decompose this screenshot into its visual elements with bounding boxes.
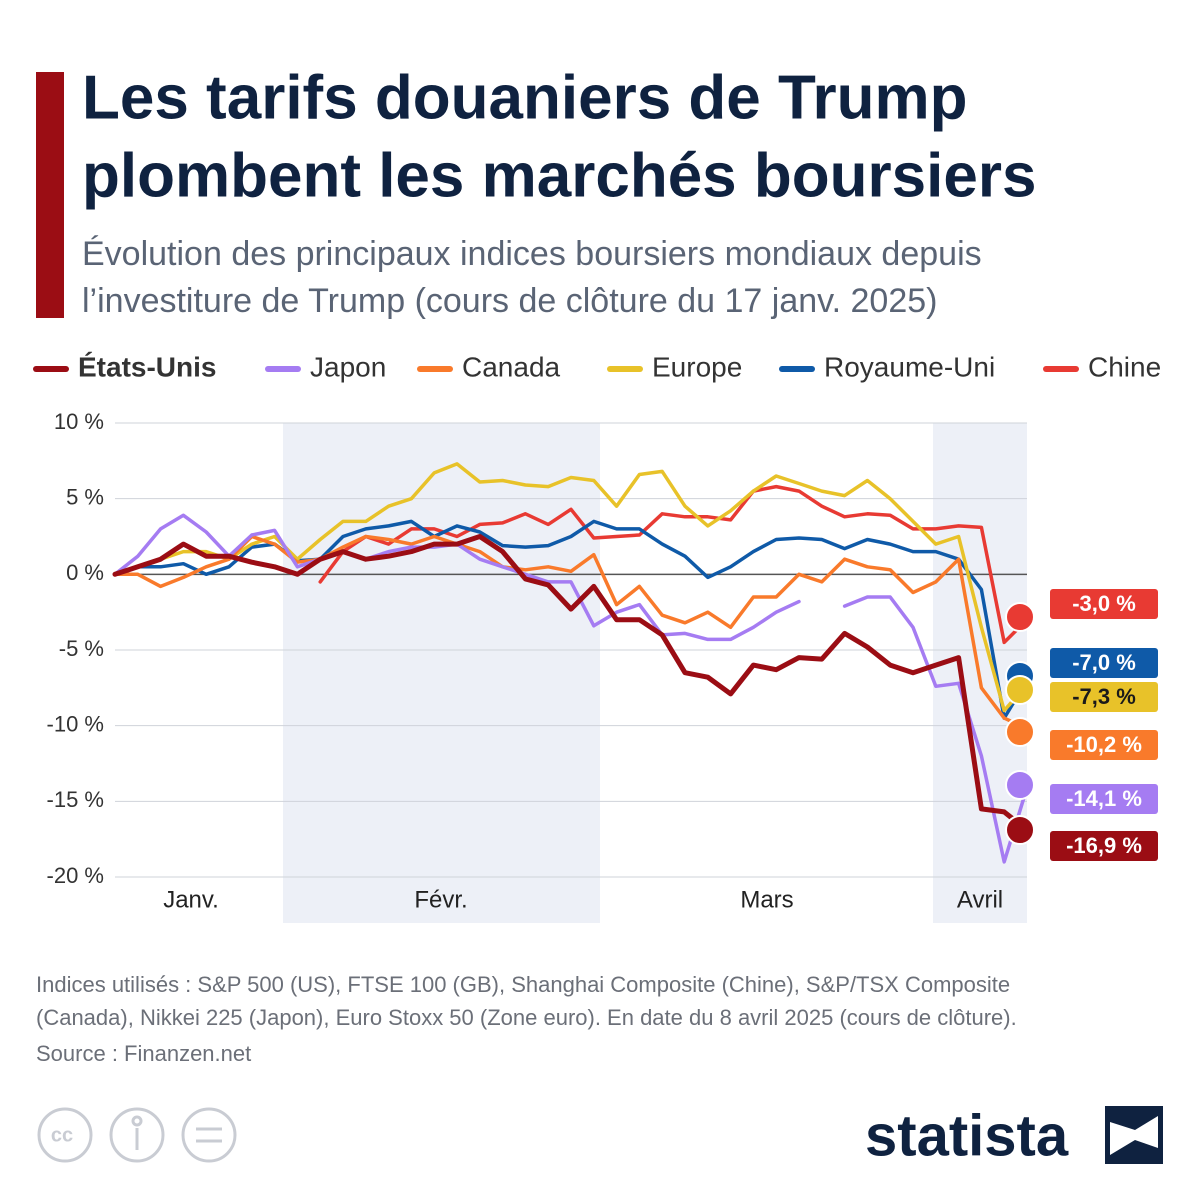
- value-label: -3,0 %: [1072, 591, 1136, 616]
- series-line: [113, 519, 1029, 720]
- chart-subtitle: Évolution des principaux indices boursie…: [82, 235, 982, 273]
- value-label: -10,2 %: [1066, 732, 1142, 757]
- legend-label: Japon: [310, 351, 386, 382]
- y-tick-label: 5 %: [66, 484, 104, 509]
- series-line: [318, 484, 1029, 645]
- y-tick-label: -5 %: [59, 636, 104, 661]
- chart-title: Les tarifs douaniers de Trump: [82, 63, 967, 132]
- series-line: [113, 534, 1029, 731]
- brand-logo: [1105, 1106, 1163, 1164]
- legend-label: États-Unis: [78, 351, 216, 382]
- legend-label: Royaume-Uni: [824, 351, 995, 382]
- source: Source : Finanzen.net: [36, 1041, 251, 1066]
- flag-icon: [1005, 815, 1035, 845]
- value-label: -14,1 %: [1066, 786, 1142, 811]
- value-label: -16,9 %: [1066, 833, 1142, 858]
- legend-label: Canada: [462, 351, 561, 382]
- x-tick-label: Mars: [740, 886, 793, 913]
- month-band: [283, 423, 600, 923]
- value-label: -7,3 %: [1072, 684, 1136, 709]
- brand: statista: [865, 1103, 1069, 1168]
- value-label-box: [1050, 648, 1158, 678]
- value-label-box: [1050, 784, 1158, 814]
- y-tick-label: -10 %: [47, 711, 104, 736]
- value-label-box: [1050, 730, 1158, 760]
- cc-icon: cc: [51, 1124, 73, 1146]
- flag-icon: [1005, 602, 1035, 632]
- value-label: -7,0 %: [1072, 650, 1136, 675]
- flag-icon: [1005, 770, 1035, 800]
- y-tick-label: -20 %: [47, 863, 104, 888]
- chart-title: plombent les marchés boursiers: [82, 141, 1036, 210]
- license-icons: [37, 1107, 237, 1163]
- x-tick-label: Févr.: [414, 886, 467, 913]
- legend-label: Chine: [1088, 351, 1161, 382]
- chart-subtitle: l’investiture de Trump (cours de clôture…: [82, 282, 937, 320]
- legend-label: Europe: [652, 351, 742, 382]
- note: Indices utilisés : S&P 500 (US), FTSE 10…: [36, 972, 1010, 997]
- value-label-box: [1050, 831, 1158, 861]
- note: (Canada), Nikkei 225 (Japon), Euro Stoxx…: [36, 1005, 1017, 1030]
- y-tick-label: 10 %: [54, 409, 104, 434]
- x-tick-label: Janv.: [163, 886, 219, 913]
- flag-icon: [1005, 675, 1035, 705]
- flag-icon: [1005, 717, 1035, 747]
- value-label-box: [1050, 589, 1158, 619]
- series-line: [113, 462, 1029, 713]
- accent-bar: [36, 72, 64, 318]
- series-line: [112, 534, 1030, 833]
- value-label-box: [1050, 682, 1158, 712]
- x-tick-label: Avril: [957, 886, 1003, 913]
- y-tick-label: -15 %: [47, 787, 104, 812]
- y-tick-label: 0 %: [66, 560, 104, 585]
